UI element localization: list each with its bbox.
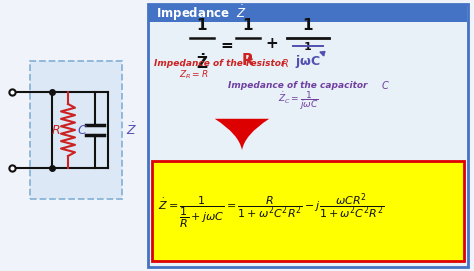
Text: $\mathbf{1}$: $\mathbf{1}$	[303, 40, 312, 52]
Text: $C$: $C$	[77, 124, 87, 137]
Text: $\mathit{R}$: $\mathit{R}$	[281, 57, 289, 69]
Text: Impedance of the capacitor: Impedance of the capacitor	[228, 80, 371, 89]
Text: $\mathbf{1}$: $\mathbf{1}$	[302, 17, 314, 33]
Text: $\mathbf{1}$: $\mathbf{1}$	[196, 17, 208, 33]
Text: $\dot{Z} = \dfrac{1}{\dfrac{1}{R} + j\omega C}$$ = \dfrac{R}{1 + \omega^2 C^2 R^: $\dot{Z} = \dfrac{1}{\dfrac{1}{R} + j\om…	[158, 191, 384, 231]
FancyBboxPatch shape	[148, 4, 468, 267]
Text: Impedance  $\dot{Z}$: Impedance $\dot{Z}$	[156, 4, 247, 23]
Text: $R$: $R$	[51, 124, 61, 137]
Text: $\mathbf{1}$: $\mathbf{1}$	[242, 17, 254, 33]
Text: $\mathbf{R}$: $\mathbf{R}$	[241, 52, 255, 68]
Text: $\dot{Z}$: $\dot{Z}$	[127, 122, 137, 138]
FancyBboxPatch shape	[152, 161, 464, 261]
Text: Impedance of the resistor: Impedance of the resistor	[154, 59, 289, 67]
Text: $\mathbf{=}$: $\mathbf{=}$	[218, 36, 234, 50]
Text: $\mathit{C}$: $\mathit{C}$	[381, 79, 390, 91]
Text: $\mathbf{j\omega C}$: $\mathbf{j\omega C}$	[295, 53, 321, 70]
Text: $\dot{Z}_C = \dfrac{1}{j\omega C}$: $\dot{Z}_C = \dfrac{1}{j\omega C}$	[278, 90, 319, 112]
Text: $\mathbf{\dot{Z}}$: $\mathbf{\dot{Z}}$	[196, 52, 208, 72]
Text: $\dot{Z}_R = R$: $\dot{Z}_R = R$	[179, 65, 209, 81]
FancyBboxPatch shape	[30, 61, 122, 199]
FancyBboxPatch shape	[149, 5, 467, 22]
Text: $\mathbf{+}$: $\mathbf{+}$	[265, 36, 279, 50]
